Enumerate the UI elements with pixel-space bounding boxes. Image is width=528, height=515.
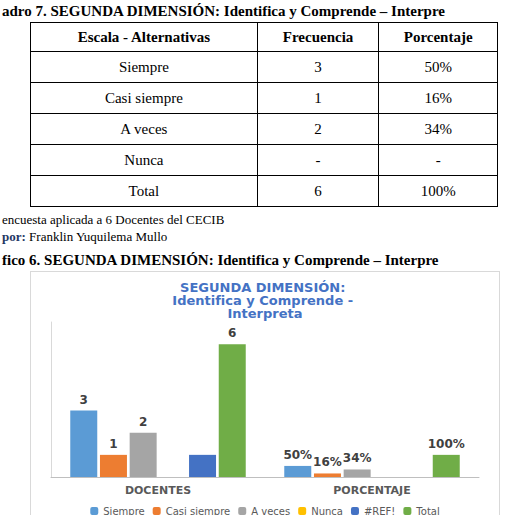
html-text:fico 6. SEGUNDA DIMENSIÓN: Ide: fico 6. SEGUNDA DIMENSIÓN: Identifica y …: [2, 252, 439, 268]
html-text:por: Franklin Yuquilema Mullo: por: Franklin Yuquilema Mullo: [2, 229, 168, 244]
svg-text:34%: 34%: [343, 451, 372, 465]
svg-text:A veces: A veces: [251, 506, 290, 515]
svg-text:2: 2: [139, 415, 147, 429]
html-text:Total: Total: [128, 182, 160, 199]
html-text:16%: 16%: [424, 89, 452, 106]
svg-text:Nunca: Nunca: [311, 506, 343, 515]
svg-text:3: 3: [80, 393, 88, 407]
svg-text:#REF!: #REF!: [364, 506, 395, 515]
svg-text:1: 1: [109, 437, 117, 451]
html-text:Porcentaje: Porcentaje: [403, 28, 473, 45]
svg-text:DOCENTES: DOCENTES: [125, 484, 191, 497]
html-text:3: 3: [314, 58, 322, 75]
svg-text:100%: 100%: [428, 437, 465, 451]
svg-text:Casi siempre: Casi siempre: [166, 506, 231, 515]
svg-text:Interpreta: Interpreta: [227, 306, 302, 321]
html-text:Nunca: Nunca: [124, 151, 164, 168]
html-text:encuesta aplicada a 6 Docentes: encuesta aplicada a 6 Docentes del CECIB: [2, 212, 225, 227]
html-text:A veces: A veces: [120, 120, 168, 137]
html-text:Siempre: Siempre: [118, 58, 169, 75]
html-text:Casi siempre: Casi siempre: [104, 89, 183, 106]
html-text:100%: 100%: [420, 182, 456, 199]
svg-text:Identifica y Comprende -: Identifica y Comprende -: [172, 293, 358, 308]
svg-text:Siempre: Siempre: [103, 506, 144, 515]
svg-text:16%: 16%: [313, 455, 342, 469]
html-text:50%: 50%: [424, 58, 452, 75]
svg-text:PORCENTAJE: PORCENTAJE: [333, 484, 410, 497]
svg-text:6: 6: [228, 326, 236, 340]
html-text:1: 1: [314, 89, 322, 106]
svg-text:Total: Total: [415, 506, 439, 515]
svg-text:SEGUNDA DIMENSIÓN:: SEGUNDA DIMENSIÓN:: [180, 280, 350, 295]
svg-text:50%: 50%: [283, 448, 312, 462]
html-text:adro 7. SEGUNDA DIMENSIÓN: Ide: adro 7. SEGUNDA DIMENSIÓN: Identifica y …: [2, 3, 445, 19]
html-text:34%: 34%: [424, 120, 452, 137]
html-text:6: 6: [314, 182, 322, 199]
html-text:Escala - Alternativas: Escala - Alternativas: [77, 28, 211, 45]
html-text:Frecuencia: Frecuencia: [282, 28, 354, 45]
html-text:2: 2: [314, 120, 322, 137]
